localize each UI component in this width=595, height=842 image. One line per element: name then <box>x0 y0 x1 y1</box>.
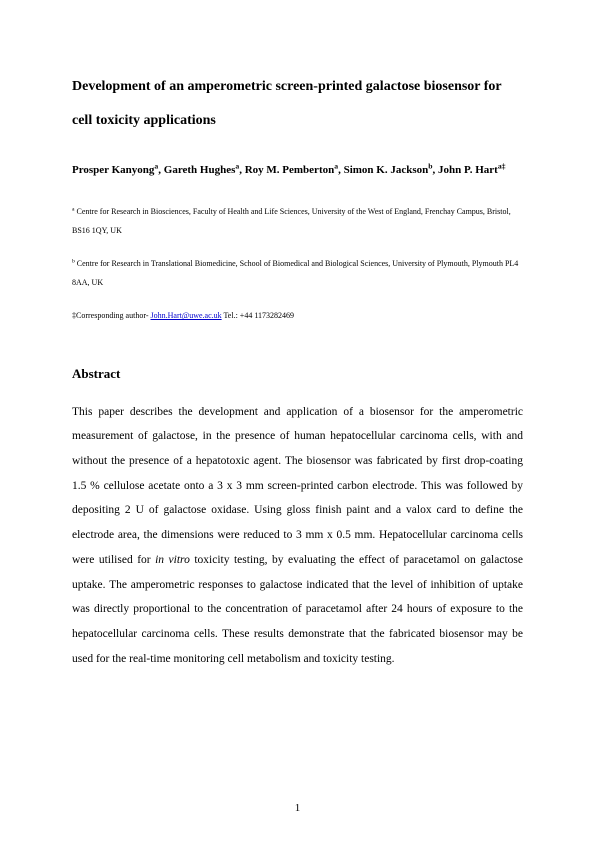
paper-title: Development of an amperometric screen-pr… <box>72 70 523 137</box>
corresponding-author: ‡Corresponding author- John.Hart@uwe.ac.… <box>72 306 523 325</box>
corresponding-email-link[interactable]: John.Hart@uwe.ac.uk <box>151 311 222 320</box>
authors-line: Prosper Kanyonga, Gareth Hughesa, Roy M.… <box>72 157 523 183</box>
corresponding-suffix: Tel.: +44 1173282469 <box>222 311 294 320</box>
abstract-body: This paper describes the development and… <box>72 400 523 672</box>
affiliation-a: a Centre for Research in Biosciences, Fa… <box>72 202 523 240</box>
corresponding-prefix: ‡Corresponding author- <box>72 311 151 320</box>
abstract-heading: Abstract <box>72 366 523 382</box>
affiliation-b: b Centre for Research in Translational B… <box>72 254 523 292</box>
page-number: 1 <box>0 802 595 814</box>
